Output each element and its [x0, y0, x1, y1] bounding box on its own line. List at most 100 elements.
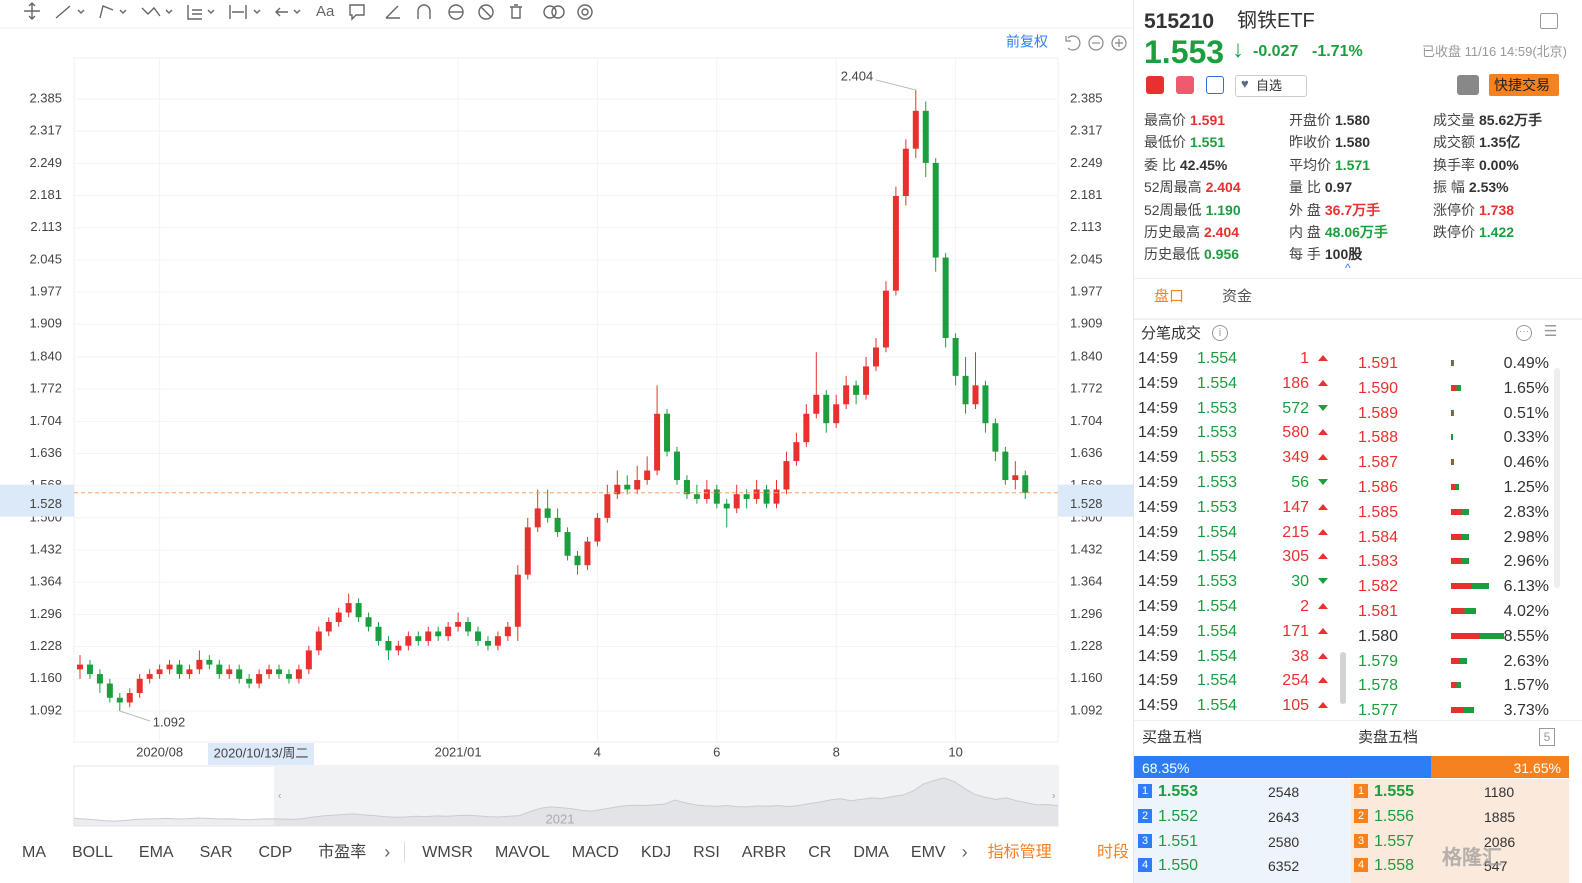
feature-icon[interactable]	[1176, 76, 1194, 94]
indicator-tab[interactable]: 市盈率	[318, 844, 367, 861]
candle-body	[634, 480, 641, 490]
tool-compare[interactable]	[543, 5, 565, 19]
tool-fib[interactable]	[187, 5, 215, 20]
collapse-caret[interactable]: ^	[1345, 261, 1351, 275]
stat-value: 1.422	[1479, 224, 1515, 240]
indicator-tab[interactable]: MACD	[571, 844, 619, 861]
menu-icon[interactable]	[1540, 13, 1558, 29]
level-price: 1.585	[1358, 503, 1399, 521]
scrollbar[interactable]	[1554, 368, 1560, 588]
tool-settings[interactable]	[577, 4, 593, 20]
tabs-arrow[interactable]: ›	[961, 842, 968, 862]
tool-lock[interactable]	[448, 4, 464, 20]
zoom-in[interactable]	[1111, 35, 1127, 51]
trade-label[interactable]: 快捷交易	[1494, 77, 1550, 93]
y-tick-label-left: 1.160	[29, 670, 62, 685]
y-tick-label-right: 1.228	[1070, 638, 1103, 653]
indicator-tab[interactable]: RSI	[693, 844, 720, 861]
scrollbar[interactable]	[1340, 652, 1346, 704]
tool-range[interactable]	[229, 5, 261, 19]
indicator-manage[interactable]: 指标管理	[987, 844, 1052, 861]
list-icon[interactable]: ☰	[1544, 323, 1558, 340]
tool-line[interactable]	[55, 5, 85, 19]
indicator-tab[interactable]: MA	[22, 844, 46, 861]
tool-magnet[interactable]	[417, 4, 431, 19]
navigator-handle[interactable]: ›	[1052, 791, 1055, 802]
candle-body	[584, 541, 591, 566]
tool-wave[interactable]	[141, 6, 173, 17]
candle-body	[216, 664, 223, 675]
navigator-window[interactable]	[274, 766, 1058, 826]
tool-hide[interactable]	[478, 4, 494, 20]
navigator-label: 2021	[546, 811, 575, 826]
price-adjust[interactable]: 前复权	[1006, 34, 1048, 50]
level-bar	[1451, 583, 1489, 590]
heart-icon[interactable]: ♥	[1241, 76, 1249, 91]
y-tick-label-right: 1.636	[1070, 445, 1103, 460]
indicator-tab[interactable]: KDJ	[640, 844, 672, 861]
flag-icon[interactable]	[1146, 76, 1164, 94]
candle-body	[843, 385, 850, 405]
candle-body	[494, 636, 501, 646]
candle-body	[276, 669, 282, 675]
indicator-tab[interactable]: EMA	[138, 844, 174, 861]
buy-price: 1.552	[1158, 807, 1199, 825]
price-change: -0.027	[1253, 43, 1299, 60]
candle-body	[315, 631, 322, 651]
info-icon[interactable]: i	[1212, 325, 1228, 341]
candle-body	[932, 162, 939, 258]
watch-label[interactable]: 自选	[1256, 78, 1283, 93]
candle-body	[733, 494, 740, 509]
trade-price: 1.554	[1197, 672, 1238, 690]
reset-button[interactable]	[1065, 35, 1081, 51]
navigator-handle[interactable]: ‹	[278, 791, 281, 802]
indicator-tab[interactable]: SAR	[199, 844, 233, 861]
stat-value: 2.53%	[1468, 179, 1509, 196]
level-bar	[1451, 608, 1476, 614]
tool-move[interactable]	[24, 2, 40, 20]
y-tick-label-right: 2.113	[1070, 219, 1102, 234]
candle-body	[942, 257, 949, 339]
candle-body	[713, 489, 720, 504]
trade-button[interactable]	[1489, 74, 1559, 96]
tool-back[interactable]	[275, 7, 301, 17]
indicator-tab[interactable]: ARBR	[741, 844, 787, 861]
divider	[1134, 318, 1582, 319]
candle-body	[783, 461, 790, 490]
period-button[interactable]: 时段	[1097, 844, 1130, 861]
depth-toggle[interactable]: 5	[1539, 728, 1555, 746]
zoom-out[interactable]	[1088, 35, 1104, 51]
level-bar	[1451, 533, 1470, 540]
stat-label: 委 比	[1144, 156, 1176, 173]
buy-volume: 2580	[1268, 833, 1300, 850]
y-tick-label-left: 1.228	[29, 638, 62, 653]
indicator-tab[interactable]: CR	[808, 844, 832, 861]
tool-polyline[interactable]	[99, 5, 127, 19]
crosshair-date: 2020/10/13/周二	[214, 745, 309, 760]
tool-text[interactable]: Aa	[316, 3, 335, 20]
level-pct: 0.51%	[1503, 404, 1549, 422]
indicator-tab[interactable]: CDP	[258, 844, 293, 861]
indicator-tab[interactable]: BOLL	[72, 844, 113, 861]
panel-tab[interactable]: 资金	[1222, 288, 1253, 305]
candle-body	[186, 669, 193, 675]
trade-time: 14:59	[1138, 647, 1179, 665]
indicator-tab[interactable]: DMA	[853, 844, 889, 861]
trade-time: 14:59	[1138, 399, 1179, 417]
x-tick-label: 6	[713, 744, 720, 759]
level-pct: 1.57%	[1503, 677, 1549, 695]
note-icon[interactable]	[1206, 76, 1224, 94]
tool-delete[interactable]	[510, 4, 522, 19]
indicator-tab[interactable]: WMSR	[422, 844, 473, 861]
panel-tab[interactable]: 盘口	[1154, 288, 1185, 305]
alert-button[interactable]	[1457, 75, 1479, 95]
tool-comment[interactable]	[349, 4, 365, 21]
indicator-tab[interactable]: EMV	[910, 844, 946, 861]
tool-angle[interactable]	[385, 5, 400, 19]
tabs-arrow[interactable]: ›	[384, 842, 391, 862]
x-tick-label: 2021/01	[435, 744, 482, 759]
trade-time: 14:59	[1138, 523, 1179, 541]
more-icon[interactable]: ···	[1516, 325, 1532, 341]
watch-button[interactable]	[1235, 75, 1307, 97]
indicator-tab[interactable]: MAVOL	[494, 844, 550, 861]
